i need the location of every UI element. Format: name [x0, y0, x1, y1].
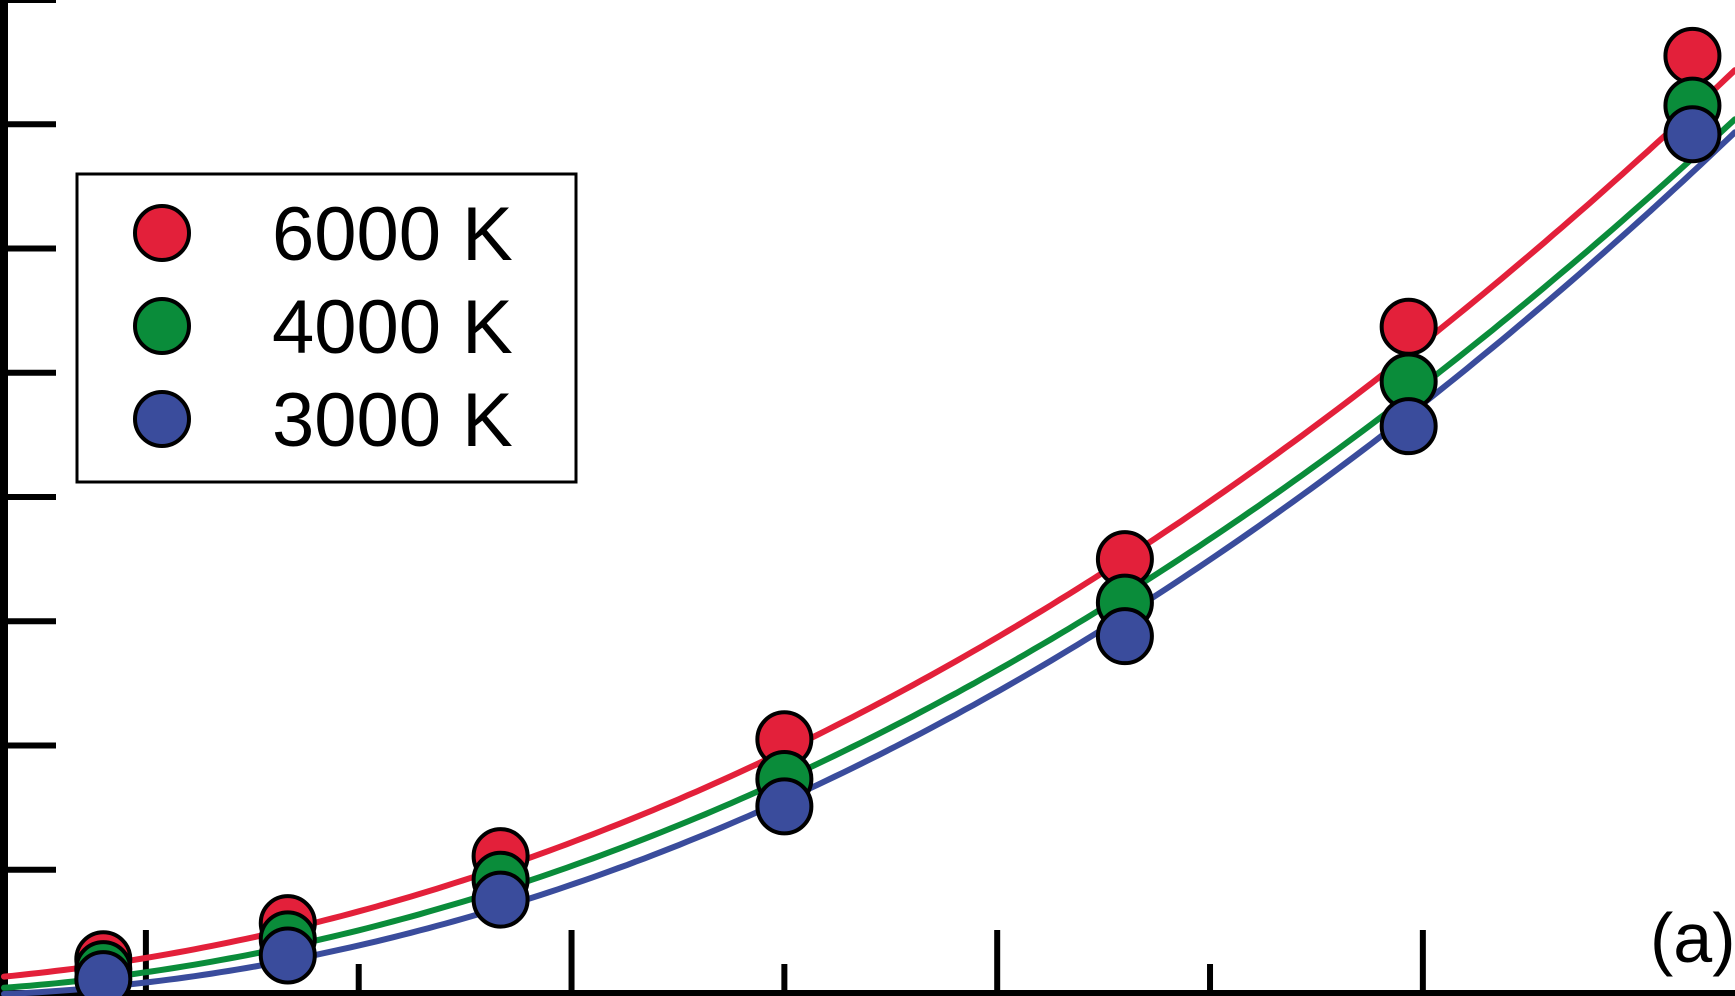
point-s0-6 [1663, 26, 1722, 85]
legend-label-0: 6000 K [272, 192, 513, 277]
data-points [74, 26, 1722, 996]
point-s2-3 [755, 777, 814, 836]
legend-label-1: 4000 K [272, 285, 513, 370]
legend-marker-2 [133, 390, 191, 448]
panel-label: (a) [1650, 899, 1735, 977]
point-s2-4 [1095, 607, 1154, 666]
x-ticks [142, 930, 1426, 994]
y-ticks [4, 0, 56, 996]
point-s2-1 [258, 926, 317, 985]
point-s2-0 [74, 950, 133, 996]
point-s0-5 [1379, 297, 1438, 356]
legend-marker-0 [133, 204, 191, 262]
point-s2-2 [471, 870, 530, 929]
point-s2-6 [1663, 105, 1722, 164]
legend-marker-1 [133, 297, 191, 355]
point-s2-5 [1379, 397, 1438, 456]
legend-label-2: 3000 K [272, 378, 513, 463]
